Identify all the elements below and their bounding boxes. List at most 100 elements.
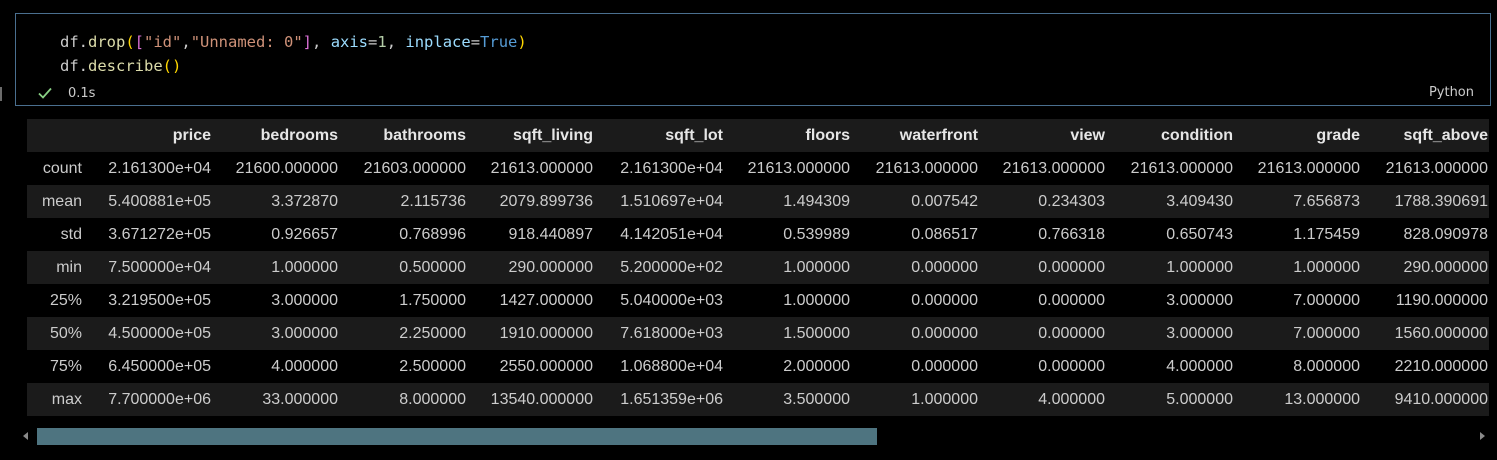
code-token: [ — [134, 33, 145, 51]
column-header: condition — [1161, 126, 1233, 144]
column-header: floors — [805, 126, 850, 144]
table-cell: 1.175459 — [1293, 225, 1360, 243]
column-header: sqft_lot — [665, 126, 723, 144]
table-cell: 3.000000 — [271, 324, 338, 342]
column-header: sqft_living — [512, 126, 593, 144]
table-cell: 2210.000000 — [1394, 357, 1488, 375]
code-token: describe — [88, 57, 163, 75]
table-cell: 33.000000 — [262, 390, 338, 408]
code-editor[interactable]: df.drop(["id","Unnamed: 0"], axis=1, inp… — [60, 30, 527, 78]
code-token: inplace — [405, 33, 471, 51]
table-cell: 290.000000 — [508, 258, 593, 276]
row-label: mean — [41, 192, 82, 210]
code-token: () — [162, 57, 182, 75]
horizontal-scrollbar[interactable] — [37, 428, 1477, 445]
table-cell: 5.000000 — [1166, 390, 1233, 408]
check-icon — [38, 87, 52, 99]
table-cell: 0.000000 — [911, 291, 978, 309]
cell-status: 0.1s — [36, 83, 95, 103]
row-label: max — [51, 390, 82, 408]
table-cell: 2079.899736 — [499, 192, 593, 210]
table-cell: 3.000000 — [1166, 291, 1233, 309]
table-cell: 0.000000 — [911, 357, 978, 375]
table-cell: 2.115736 — [400, 192, 466, 210]
table-row: 50% 4.500000e+05 3.000000 2.250000 1910.0000… — [27, 317, 1489, 350]
table-cell: 2.161300e+04 — [620, 159, 723, 177]
table-row: max 7.700000e+06 33.000000 8.000000 13540.00… — [27, 383, 1489, 416]
table-cell: 0.539989 — [783, 225, 850, 243]
table-cell: 1.000000 — [1166, 258, 1233, 276]
code-cell[interactable]: df.drop(["id","Unnamed: 0"], axis=1, inp… — [15, 13, 1491, 106]
column-header: sqft_above — [1403, 126, 1488, 144]
table-cell: 8.000000 — [1293, 357, 1360, 375]
code-token: ) — [517, 33, 527, 51]
table-cell: 21613.000000 — [1385, 159, 1488, 177]
table-cell: 1190.000000 — [1395, 291, 1488, 309]
table-cell: 3.219500e+05 — [108, 291, 211, 309]
code-token: = — [368, 33, 378, 51]
table-cell: 21613.000000 — [490, 159, 593, 177]
table-cell: 0.000000 — [1038, 258, 1105, 276]
table-cell: 7.000000 — [1293, 291, 1360, 309]
table-cell: 6.450000e+05 — [108, 357, 211, 375]
table-cell: 21613.000000 — [747, 159, 850, 177]
table-cell: 1.000000 — [783, 291, 850, 309]
cell-gutter-marker — [0, 87, 2, 101]
row-label: std — [60, 225, 82, 243]
table-cell: 7.618000e+03 — [620, 324, 723, 342]
table-cell: 1.068800e+04 — [620, 357, 723, 375]
table-cell: 3.409430 — [1166, 192, 1233, 210]
column-header: price — [172, 126, 211, 144]
scrollbar-thumb[interactable] — [37, 428, 877, 445]
table-cell: 2.000000 — [783, 357, 850, 375]
table-cell: 7.656873 — [1293, 192, 1360, 210]
table-cell: 4.000000 — [271, 357, 338, 375]
table-cell: 1.651359e+06 — [620, 390, 723, 408]
column-header: view — [1070, 126, 1105, 144]
scroll-left-arrow-icon[interactable] — [23, 432, 28, 440]
table-cell: 1.750000 — [399, 291, 466, 309]
table-cell: 918.440897 — [508, 225, 593, 243]
code-token: drop — [88, 33, 126, 51]
column-header: grade — [1316, 126, 1360, 144]
table-cell: 9410.000000 — [1394, 390, 1488, 408]
table-cell: 1788.390691 — [1394, 192, 1488, 210]
language-label[interactable]: Python — [1428, 85, 1474, 100]
table-cell: 21603.000000 — [363, 159, 466, 177]
table-cell: 8.000000 — [399, 390, 466, 408]
table-cell: 1.494309 — [783, 192, 850, 210]
table-cell: 828.090978 — [1403, 225, 1488, 243]
code-token: , — [386, 33, 406, 51]
code-token: "Unnamed: 0" — [190, 33, 303, 51]
table-cell: 0.000000 — [911, 324, 978, 342]
output-area: price bedrooms bathrooms sqft_living sqft_lo… — [27, 119, 1491, 416]
table-cell: 1.510697e+04 — [620, 192, 723, 210]
table-cell: 21613.000000 — [875, 159, 978, 177]
row-label: 75% — [49, 357, 82, 375]
code-token: 1 — [377, 33, 387, 51]
code-token: ] — [302, 33, 313, 51]
table-cell: 0.007542 — [911, 192, 978, 210]
table-cell: 1427.000000 — [499, 291, 593, 309]
table-cell: 7.700000e+06 — [108, 390, 211, 408]
table-cell: 0.650743 — [1166, 225, 1233, 243]
table-row: std 3.671272e+05 0.926657 0.768996 918.44089… — [27, 218, 1489, 251]
table-row: 75% 6.450000e+05 4.000000 2.500000 2550.0000… — [27, 350, 1489, 383]
table-cell: 0.086517 — [911, 225, 978, 243]
table-cell: 21613.000000 — [1130, 159, 1233, 177]
table-cell: 1.000000 — [1293, 258, 1360, 276]
scroll-right-arrow-icon[interactable] — [1480, 432, 1485, 440]
code-token: df. — [60, 33, 88, 51]
table-cell: 0.768996 — [399, 225, 466, 243]
table-cell: 1.000000 — [271, 258, 338, 276]
row-label: 50% — [49, 324, 82, 342]
table-cell: 3.671272e+05 — [108, 225, 211, 243]
table-cell: 21613.000000 — [1257, 159, 1360, 177]
table-cell: 0.000000 — [1038, 291, 1105, 309]
code-token: True — [480, 33, 518, 51]
table-cell: 7.500000e+04 — [108, 258, 211, 276]
column-header: waterfront — [899, 126, 978, 144]
table-cell: 4.500000e+05 — [108, 324, 211, 342]
code-line: df.drop(["id","Unnamed: 0"], axis=1, inp… — [60, 30, 527, 54]
table-header-row: price bedrooms bathrooms sqft_living sqft_lo… — [27, 119, 1489, 152]
